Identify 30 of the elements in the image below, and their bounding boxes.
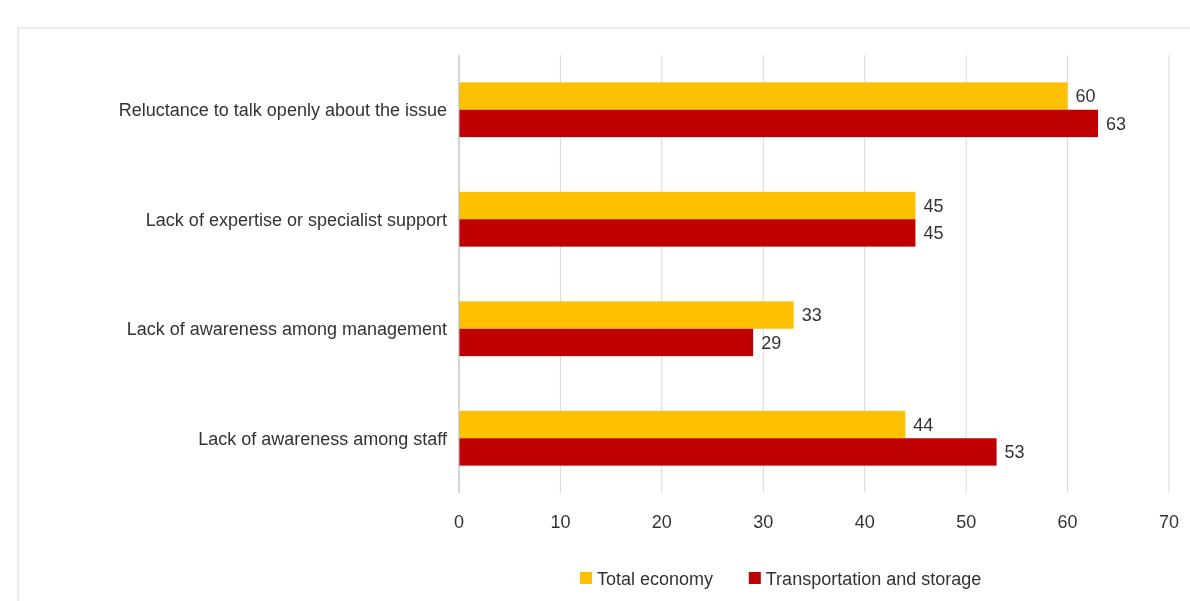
legend-label: Transportation and storage [765,569,982,590]
data-label: 33 [801,305,822,326]
y-tick-label: Lack of awareness among staff [198,428,448,449]
y-tick-label: Lack of expertise or specialist support [145,209,447,230]
bar [459,410,906,439]
legend-label: Total economy [597,569,714,590]
data-label: 45 [923,195,944,216]
y-tick-label: Reluctance to talk openly about the issue [118,100,447,121]
x-tick-label: 30 [753,512,774,532]
x-tick-label: 0 [453,512,465,532]
bar [459,109,1098,138]
data-label: 44 [913,414,934,435]
bar [459,328,754,357]
x-tick-label: 10 [550,512,571,532]
data-label: 60 [1075,86,1096,107]
x-tick-label: 60 [1057,512,1078,532]
bar [459,219,916,247]
bar [459,438,997,466]
bar [459,301,794,329]
y-tick-label: Lack of awareness among management [126,319,447,340]
data-label: 63 [1106,113,1127,134]
bar [459,191,916,220]
data-label: 29 [761,332,782,353]
x-tick-label: 20 [651,512,672,532]
data-label: 53 [1004,442,1025,463]
data-label: 45 [923,223,944,244]
x-tick-label: 40 [854,512,875,532]
x-tick-label: 70 [1158,512,1180,532]
x-tick-label: 50 [956,512,977,532]
bar [459,82,1068,110]
